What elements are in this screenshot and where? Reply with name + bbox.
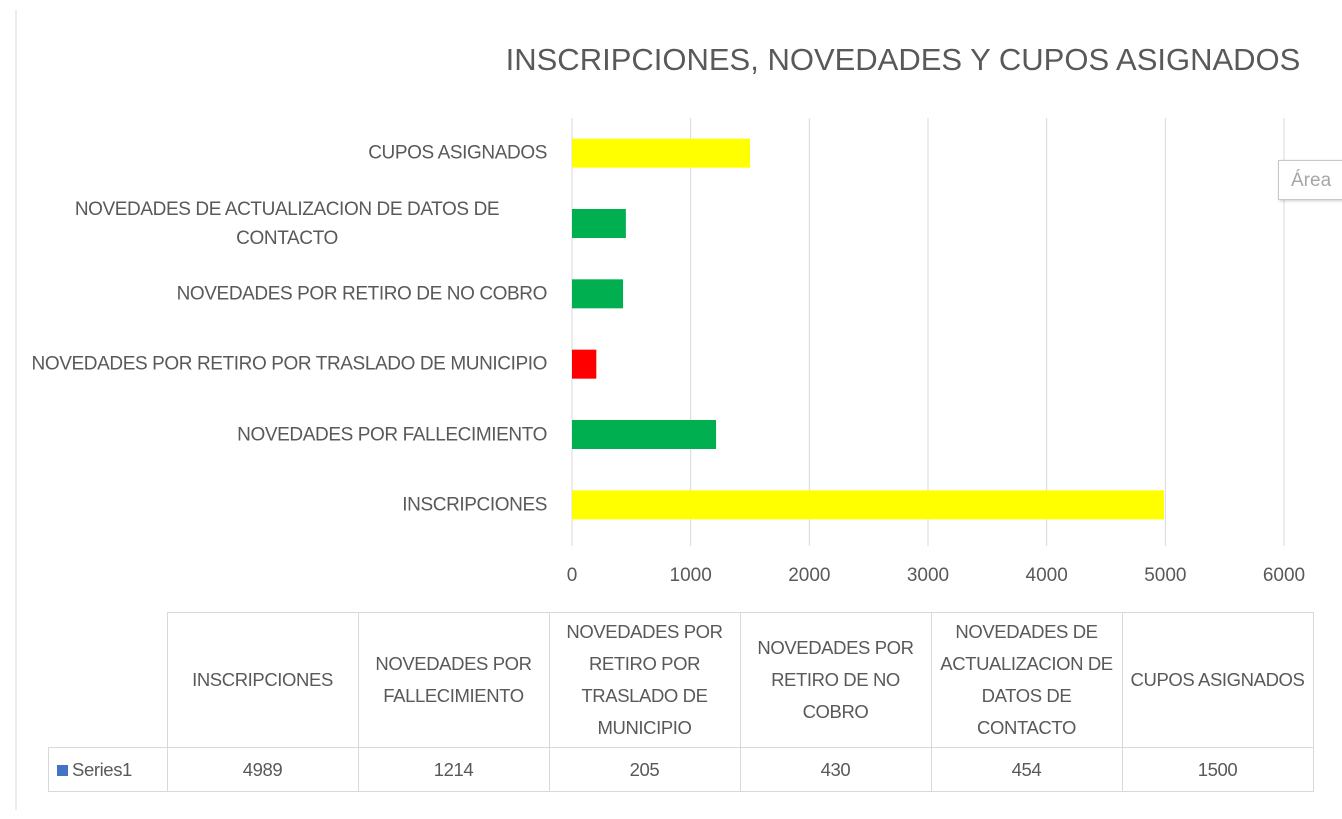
table-value: 454 [930, 747, 1123, 792]
x-tick-label: 1000 [670, 565, 712, 586]
legend-key [57, 764, 68, 776]
table-header: CUPOS ASIGNADOS [1121, 612, 1314, 748]
table-header: NOVEDADES POR FALLECIMIENTO [357, 612, 550, 748]
y-tick-label: NOVEDADES POR RETIRO POR TRASLADO DE MUN… [20, 350, 548, 379]
y-tick-text: NOVEDADES POR RETIRO POR TRASLADO DE MUN… [31, 353, 548, 375]
x-tick-label: 0 [567, 565, 578, 586]
table-value: 430 [739, 747, 932, 792]
table-value: 205 [548, 747, 741, 792]
table-header: NOVEDADES POR RETIRO POR TRASLADO DE MUN… [548, 612, 741, 748]
y-tick-label: NOVEDADES POR RETIRO DE NO COBRO [20, 279, 548, 308]
x-tick-label: 6000 [1263, 565, 1305, 586]
header-row: INSCRIPCIONES NOVEDADES POR FALLECIMIENTO… [48, 612, 1314, 748]
table-value: 1500 [1121, 747, 1314, 792]
series-name: Series1 [72, 758, 132, 780]
x-tick-label: 3000 [907, 565, 949, 586]
bar [572, 349, 597, 379]
x-tick-label: 4000 [1026, 565, 1068, 586]
bar [572, 420, 717, 449]
y-tick-text: NOVEDADES POR RETIRO DE NO COBRO [176, 283, 548, 305]
bar [572, 138, 750, 168]
y-tick-label: INSCRIPCIONES [20, 490, 547, 519]
y-tick-text: CUPOS ASIGNADOS [368, 142, 547, 164]
y-tick-label: NOVEDADES POR FALLECIMIENTO [20, 420, 547, 449]
y-tick-text: NOVEDADES DE ACTUALIZACION DE DATOS DE C… [74, 198, 500, 249]
y-tick-text: INSCRIPCIONES [402, 494, 547, 516]
chart-title: INSCRIPCIONES, NOVEDADES Y CUPOS ASIGNAD… [506, 42, 1301, 77]
corner-cell [48, 612, 168, 748]
table-value: 1214 [357, 747, 550, 792]
y-tick-label: CUPOS ASIGNADOS [20, 139, 547, 168]
table-header: INSCRIPCIONES [166, 612, 359, 748]
x-tick-label: 2000 [788, 565, 830, 586]
data-table: INSCRIPCIONES NOVEDADES POR FALLECIMIENTO… [48, 612, 1314, 792]
y-tick-text: NOVEDADES POR FALLECIMIENTO [237, 424, 547, 445]
tooltip: Área [1278, 160, 1342, 200]
bar [572, 279, 624, 309]
table-header: NOVEDADES POR RETIRO DE NO COBRO [739, 612, 932, 748]
x-tick-label: 5000 [1144, 565, 1186, 586]
bar [572, 209, 626, 238]
table-header: NOVEDADES DE ACTUALIZACION DE DATOS DE C… [930, 612, 1123, 748]
table-value: 4989 [166, 747, 359, 792]
row-header: Series1 [48, 747, 168, 792]
y-tick-label: NOVEDADES DE ACTUALIZACION DE DATOS DE C… [20, 195, 547, 253]
data-row: Series1 4989 1214 205 430 454 1500 [48, 747, 1314, 792]
bar [572, 490, 1165, 520]
